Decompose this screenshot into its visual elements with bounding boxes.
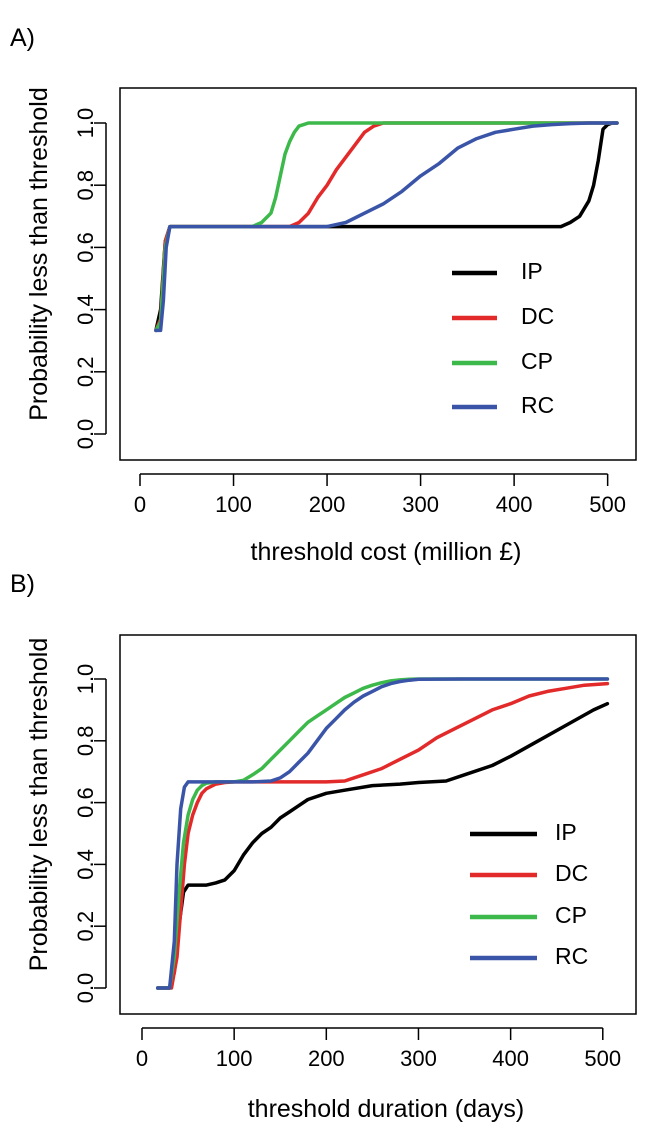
panel-b-legend-label-rc: RC xyxy=(555,943,588,969)
panel-b-series-rc-line xyxy=(155,677,610,990)
panel-a-plot-frame xyxy=(119,87,637,461)
panel-a-legend-label-cp: CP xyxy=(521,348,553,374)
panel-b-x-axis-title: threshold duration (days) xyxy=(248,1095,525,1123)
panel-b-x-tick-label: 200 xyxy=(308,1046,345,1071)
panel-a-x-tick-label: 200 xyxy=(309,492,346,517)
panel-a-y-axis-title: Probability less than threshold xyxy=(25,87,53,421)
panel-b-label: B) xyxy=(10,570,35,598)
panel-a-legend-label-ip: IP xyxy=(521,258,543,284)
panel-b-plot-frame xyxy=(119,634,637,1015)
panel-a-label: A) xyxy=(10,24,35,52)
panel-b-x-tick-label: 300 xyxy=(400,1046,437,1071)
panel-a-x-tick-label: 0 xyxy=(134,492,146,517)
panel-a-x-axis-title: threshold cost (million £) xyxy=(251,538,522,566)
panel-b-series-cp-line xyxy=(155,677,610,990)
panel-b-legend-label-ip: IP xyxy=(555,819,577,845)
panel-a-x-tick-label: 300 xyxy=(402,492,439,517)
panel-a-legend-label-dc: DC xyxy=(521,303,554,329)
panel-a-y-tick-label: 1.0 xyxy=(73,108,98,139)
panel-b-y-tick-label: 0.8 xyxy=(73,726,98,757)
panel-a-y-tick-label: 0.0 xyxy=(73,419,98,450)
panel-a-y-tick-label: 0.6 xyxy=(73,232,98,263)
panel-a-y-tick-label: 0.4 xyxy=(73,294,98,325)
panel-a-y-tick-label: 0.2 xyxy=(73,357,98,388)
panel-a-y-tick-label: 0.8 xyxy=(73,170,98,201)
panel-b-y-tick-label: 0.6 xyxy=(73,787,98,818)
panel-a-x-tick-label: 500 xyxy=(589,492,626,517)
panel-b-x-tick-label: 100 xyxy=(216,1046,253,1071)
panel-b-y-tick-label: 0.4 xyxy=(73,849,98,880)
panel-b-series-dc-line xyxy=(155,681,610,990)
panel-a-series-rc-line xyxy=(154,121,619,333)
panel-b-y-tick-label: 0.2 xyxy=(73,911,98,942)
panel-b-y-tick-label: 1.0 xyxy=(73,664,98,695)
panel-b-legend-label-dc: DC xyxy=(555,860,588,886)
panel-a-legend-label-rc: RC xyxy=(521,392,554,418)
panel-b-series-ip-line xyxy=(155,701,610,990)
panel-b-x-tick-label: 400 xyxy=(492,1046,529,1071)
panel-a-x-tick-label: 400 xyxy=(496,492,533,517)
panel-b-y-tick-label: 0.0 xyxy=(73,973,98,1004)
panel-b-x-tick-label: 0 xyxy=(136,1046,148,1071)
panel-a-x-tick-label: 100 xyxy=(215,492,252,517)
panel-b-y-axis-title: Probability less than threshold xyxy=(25,638,53,972)
panel-b-x-tick-label: 500 xyxy=(584,1046,621,1071)
panel-b-legend-label-cp: CP xyxy=(555,902,587,928)
